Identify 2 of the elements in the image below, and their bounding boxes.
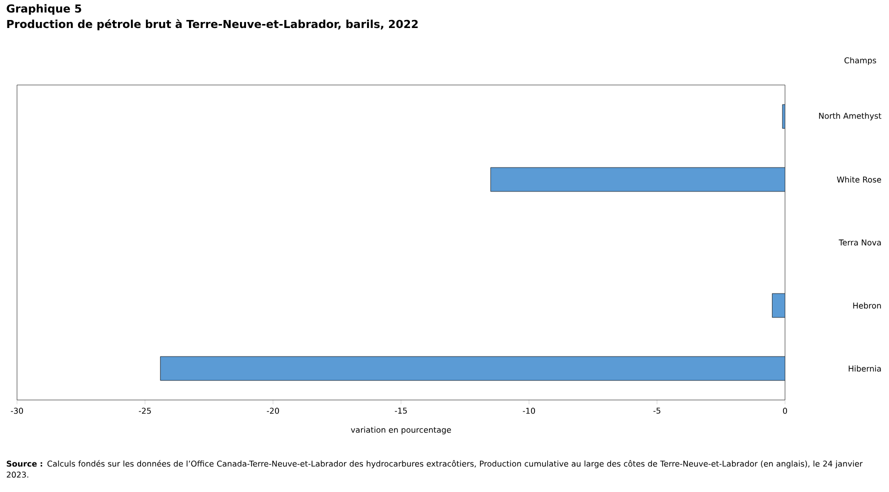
- chart-title: Graphique 5: [6, 4, 82, 15]
- chart-subtitle: Production de pétrole brut à Terre-Neuve-et-Labrador, barils, 2022: [7, 19, 418, 30]
